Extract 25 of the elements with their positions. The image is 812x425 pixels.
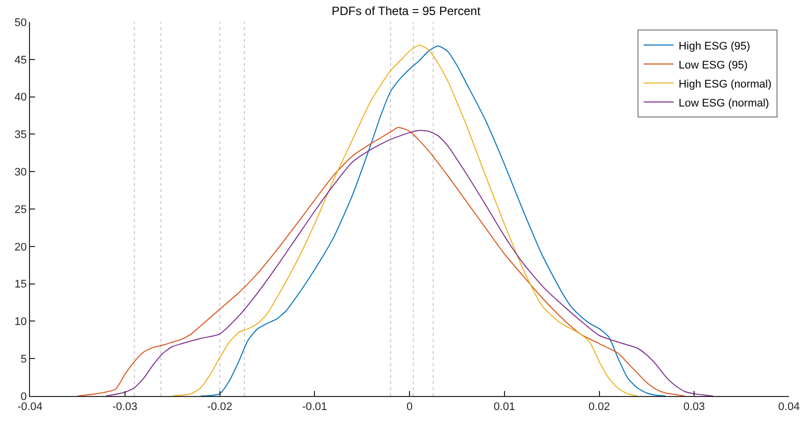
x-tick-label: -0.03: [112, 401, 138, 414]
legend-label: High ESG (95): [678, 40, 750, 52]
y-tick-label: 30: [14, 166, 27, 178]
x-tick-label: 0.04: [778, 401, 800, 414]
y-tick-label: 10: [14, 316, 27, 328]
x-tick-label: -0.04: [17, 401, 43, 414]
legend-label: High ESG (normal): [678, 78, 772, 90]
y-tick-label: 25: [14, 204, 27, 216]
x-tick-label: 0.02: [588, 401, 610, 414]
y-tick-label: 40: [14, 92, 27, 104]
y-tick-label: 20: [14, 241, 27, 254]
y-tick-label: 45: [14, 54, 27, 66]
legend-label: Low ESG (95): [678, 59, 748, 72]
x-tick-label: 0.01: [494, 401, 516, 414]
y-tick-label: 35: [14, 129, 27, 142]
chart-title: PDFs of Theta = 95 Percent: [332, 4, 482, 18]
y-tick-label: 5: [20, 353, 27, 366]
x-tick-label: 0.03: [683, 401, 705, 414]
x-tick-label: 0: [406, 401, 413, 414]
y-tick-label: 50: [14, 16, 27, 29]
x-tick-label: -0.01: [302, 401, 328, 414]
legend-label: Low ESG (normal): [678, 97, 770, 110]
y-tick-label: 15: [14, 278, 27, 291]
x-tick-label: -0.02: [207, 401, 232, 414]
y-tick-label: 0: [20, 390, 27, 403]
